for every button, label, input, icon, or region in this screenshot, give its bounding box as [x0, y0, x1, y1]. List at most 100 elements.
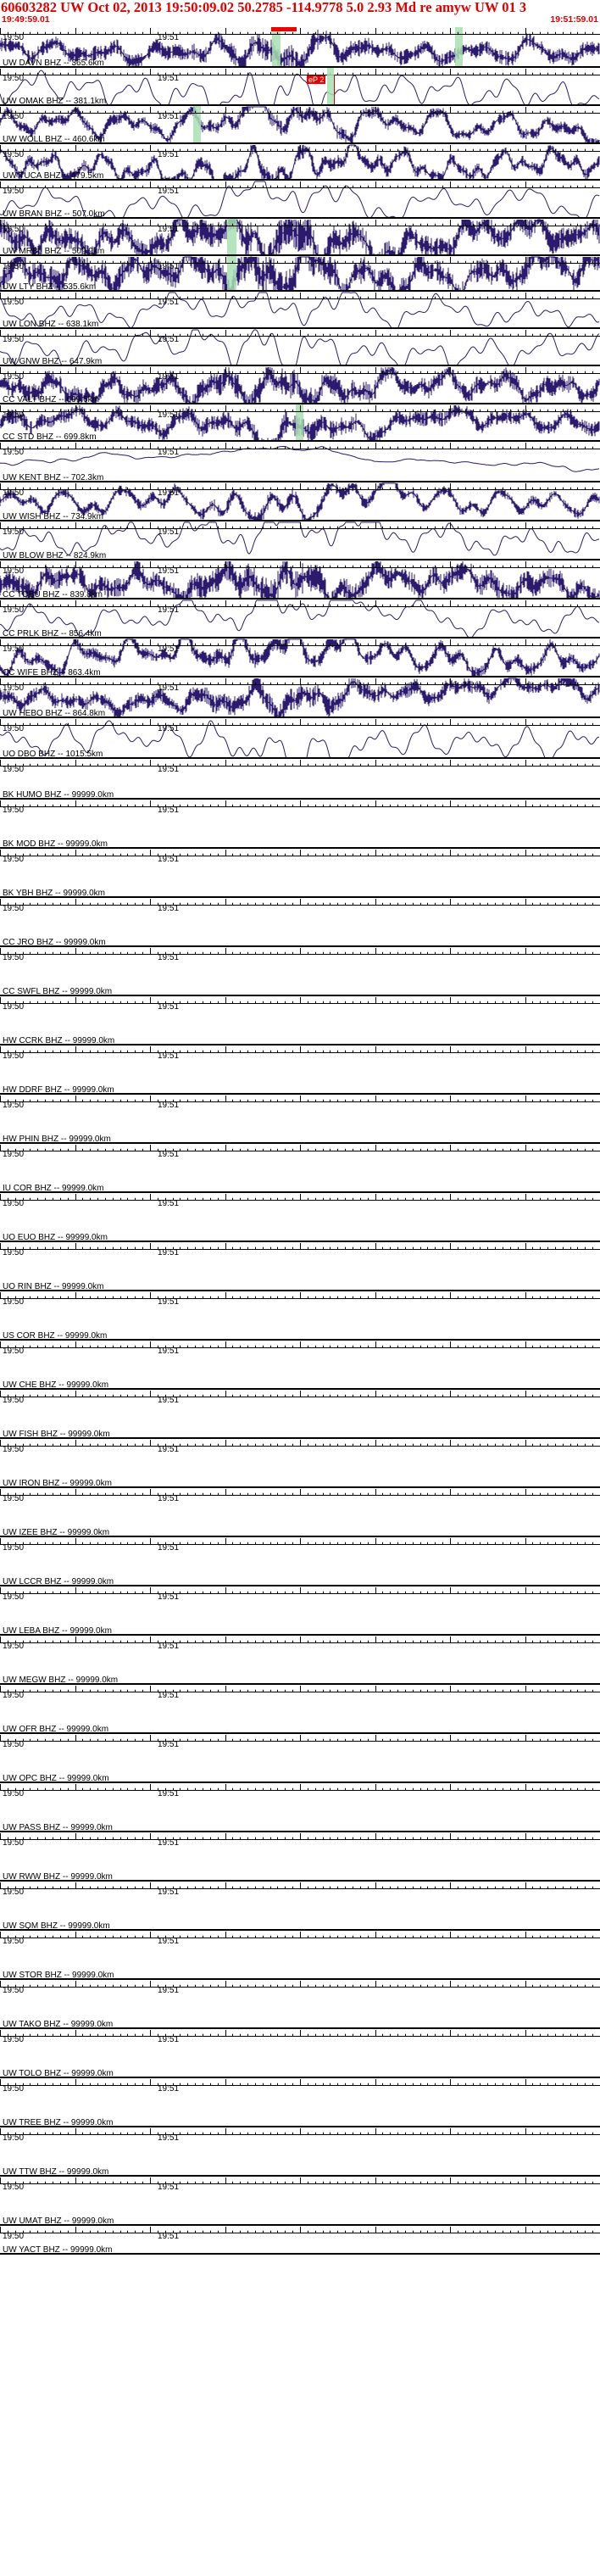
trace-row[interactable]: 19:50 19:51 UW BLOW BHZ -- 824.9km — [0, 521, 600, 560]
pick-label-eP2[interactable]: eP 2 — [307, 75, 326, 84]
axis-tick-label-left: 19:50 — [3, 855, 25, 864]
trace-row[interactable]: 19:50 19:51 UW RWW BHZ -- 99999.0km — [0, 1832, 600, 1882]
trace-row[interactable]: 19:50 19:51 UW UMAT BHZ -- 99999.0km — [0, 2177, 600, 2226]
trace-row[interactable]: 19:50 19:51 UW LCCR BHZ -- 99999.0km — [0, 1537, 600, 1586]
trace-row[interactable]: 19:50 19:51 BK MOD BHZ -- 99999.0km — [0, 800, 600, 849]
trace-row[interactable]: 19:50 19:51 UW FISH BHZ -- 99999.0km — [0, 1390, 600, 1439]
axis-tick-label-mid: 19:51 — [158, 298, 180, 307]
trace-row[interactable]: 19:50 19:51 UW OPC BHZ -- 99999.0km — [0, 1734, 600, 1783]
station-label: UW OMAK BHZ -- 381.1km — [3, 97, 107, 106]
trace-row[interactable]: 19:50 19:51 UW IZEE BHZ -- 99999.0km — [0, 1488, 600, 1537]
axis-tick-label-left: 19:50 — [3, 644, 25, 654]
time-axis — [0, 599, 600, 607]
trace-row[interactable]: 19:50 19:51 HW CCRK BHZ -- 99999.0km — [0, 996, 600, 1045]
trace-row[interactable]: 19:50 19:51 HW PHIN BHZ -- 99999.0km — [0, 1095, 600, 1144]
axis-tick-label-left: 19:50 — [3, 2035, 25, 2044]
axis-tick-label-mid: 19:51 — [158, 1789, 180, 1798]
axis-tick-label-mid: 19:51 — [158, 1887, 180, 1897]
axis-tick-label-left: 19:50 — [3, 74, 25, 83]
pick-bar[interactable] — [271, 27, 297, 31]
trace-row[interactable]: 19:50 19:51 CC STD BHZ -- 699.8km — [0, 404, 600, 442]
event-title: 60603282 UW Oct 02, 2013 19:50:09.02 50.… — [1, 0, 527, 15]
axis-tick-label-mid: 19:51 — [158, 1101, 180, 1110]
trace-row[interactable]: 19:50 19:51 UW WISH BHZ -- 734.9km — [0, 482, 600, 521]
trace-row[interactable]: 19:50 19:51 IU COR BHZ -- 99999.0km — [0, 1144, 600, 1193]
station-label: BK MOD BHZ -- 99999.0km — [3, 839, 108, 849]
trace-row[interactable]: 19:50 19:51 UW BRAN BHZ -- 507.0km — [0, 181, 600, 219]
axis-tick-label-left: 19:50 — [3, 1494, 25, 1503]
trace-row[interactable]: 19:50 19:51 UW STOR BHZ -- 99999.0km — [0, 1931, 600, 1980]
trace-row[interactable]: 19:50 19:51 UW PASS BHZ -- 99999.0km — [0, 1783, 600, 1832]
trace-row[interactable]: 19:50 19:51 UW MEGW BHZ -- 99999.0km — [0, 1636, 600, 1685]
time-axis — [0, 219, 600, 226]
waveform — [0, 638, 600, 676]
time-axis — [0, 1488, 600, 1496]
trace-row[interactable]: 19:50 19:51 UW TAKO BHZ -- 99999.0km — [0, 1980, 600, 2029]
trace-row[interactable]: 19:50 19:51 UW KENT BHZ -- 702.3km — [0, 442, 600, 482]
time-axis — [0, 718, 600, 726]
trace-row[interactable]: 19:50 19:51 US COR BHZ -- 99999.0km — [0, 1291, 600, 1341]
axis-tick-label-mid: 19:51 — [158, 225, 180, 234]
trace-row[interactable]: 19:50 19:51 UW TUCA BHZ -- 479.5km — [0, 144, 600, 181]
trace-row[interactable]: 19:50 19:51 UW TOLO BHZ -- 99999.0km — [0, 2029, 600, 2078]
time-axis — [0, 1341, 600, 1348]
time-axis — [0, 1045, 600, 1053]
station-label: UW MRBL BHZ -- 509.9km — [3, 247, 105, 256]
trace-row[interactable]: 19:50 19:51 UW TTW BHZ -- 99999.0km — [0, 2127, 600, 2177]
trace-row[interactable]: 19:50 19:51 UW WOLL BHZ -- 460.6km — [0, 106, 600, 144]
axis-tick-label-mid: 19:51 — [158, 187, 180, 196]
station-label: UW LEBA BHZ -- 99999.0km — [3, 1626, 112, 1636]
time-axis — [0, 1931, 600, 1938]
time-axis — [0, 1980, 600, 1988]
trace-row[interactable]: 19:50 19:51 UW CHE BHZ -- 99999.0km — [0, 1341, 600, 1390]
axis-tick-label-mid: 19:51 — [158, 488, 180, 498]
trace-row[interactable]: 19:50 19:51 UO DBO BHZ -- 1015.5km — [0, 718, 600, 759]
trace-row[interactable]: 19:50 19:51 UW GNW BHZ -- 647.9km — [0, 329, 600, 366]
axis-tick-label-left: 19:50 — [3, 1887, 25, 1897]
trace-row[interactable]: 19:50 19:51 BK HUMO BHZ -- 99999.0km — [0, 759, 600, 800]
trace-row[interactable]: 19:50 19:51 UW HEBO BHZ -- 864.8km — [0, 677, 600, 718]
time-axis — [0, 329, 600, 337]
trace-row[interactable]: 19:50 19:51 UW SQM BHZ -- 99999.0km — [0, 1882, 600, 1931]
axis-tick-label-left: 19:50 — [3, 448, 25, 457]
waveform — [0, 27, 600, 66]
phase-window-highlight — [227, 256, 236, 290]
trace-row[interactable]: 19:50 19:51 UW LEBA BHZ -- 99999.0km — [0, 1586, 600, 1636]
station-label: UW LON BHZ -- 638.1km — [3, 320, 99, 329]
time-axis — [0, 27, 600, 35]
axis-tick-label-left: 19:50 — [3, 806, 25, 815]
trace-row[interactable]: 19:50 19:51 HW DDRF BHZ -- 99999.0km — [0, 1045, 600, 1095]
trace-row[interactable]: 19:50 19:51 CC TOBU BHZ -- 839.8km — [0, 560, 600, 599]
axis-tick-label-mid: 19:51 — [158, 1937, 180, 1946]
trace-row[interactable]: 19:50 19:51 CC WIFE BHZ -- 863.4km — [0, 638, 600, 677]
station-label: UW TTW BHZ -- 99999.0km — [3, 2167, 109, 2177]
station-label: UW TUCA BHZ -- 479.5km — [3, 171, 104, 181]
trace-row[interactable]: 19:50 19:51 UW IRON BHZ -- 99999.0km — [0, 1439, 600, 1488]
trace-row[interactable]: 19:50 19:51 UW DAVN BHZ -- 365.6km — [0, 27, 600, 68]
trace-row[interactable]: 19:50 19:51 CC VALT BHZ -- 699.6km — [0, 366, 600, 404]
trace-row[interactable]: 19:50 19:51 BK YBH BHZ -- 99999.0km — [0, 849, 600, 898]
axis-tick-label-mid: 19:51 — [158, 605, 180, 615]
trace-row[interactable]: 19:50 19:51 UO RIN BHZ -- 99999.0km — [0, 1242, 600, 1291]
trace-row[interactable]: 19:50 19:51 UO EUO BHZ -- 99999.0km — [0, 1193, 600, 1242]
station-label: CC PRLK BHZ -- 856.4km — [3, 629, 102, 638]
time-axis — [0, 1734, 600, 1742]
axis-tick-label-mid: 19:51 — [158, 527, 180, 537]
phase-window-highlight — [327, 68, 334, 104]
trace-row[interactable]: 19:50 19:51 CC JRO BHZ -- 99999.0km — [0, 898, 600, 947]
axis-tick-label-mid: 19:51 — [158, 1494, 180, 1503]
trace-row[interactable]: 19:50 19:51 UW TREE BHZ -- 99999.0km — [0, 2078, 600, 2127]
trace-row[interactable]: 19:50 19:51 UW LTY BHZ -- 535.6km — [0, 256, 600, 292]
trace-row[interactable]: 19:50 19:51 UW MRBL BHZ -- 509.9km — [0, 219, 600, 256]
trace-row[interactable]: 19:50 19:51 UW LON BHZ -- 638.1km — [0, 292, 600, 329]
axis-tick-label-left: 19:50 — [3, 2084, 25, 2094]
trace-row[interactable]: 19:50 19:51 CC SWFL BHZ -- 99999.0km — [0, 947, 600, 996]
trace-row[interactable]: 19:50 19:51 UW YACT BHZ -- 99999.0km — [0, 2226, 600, 2255]
station-label: US COR BHZ -- 99999.0km — [3, 1331, 108, 1341]
time-axis — [0, 1882, 600, 1889]
trace-row[interactable]: 19:50 19:51 CC PRLK BHZ -- 856.4km — [0, 599, 600, 638]
trace-row[interactable]: 19:50 19:51 UW OMAK BHZ -- 381.1km eP 2 — [0, 68, 600, 106]
axis-tick-label-mid: 19:51 — [158, 855, 180, 864]
trace-row[interactable]: 19:50 19:51 UW OFR BHZ -- 99999.0km — [0, 1685, 600, 1734]
station-label: UW HEBO BHZ -- 864.8km — [3, 709, 106, 718]
